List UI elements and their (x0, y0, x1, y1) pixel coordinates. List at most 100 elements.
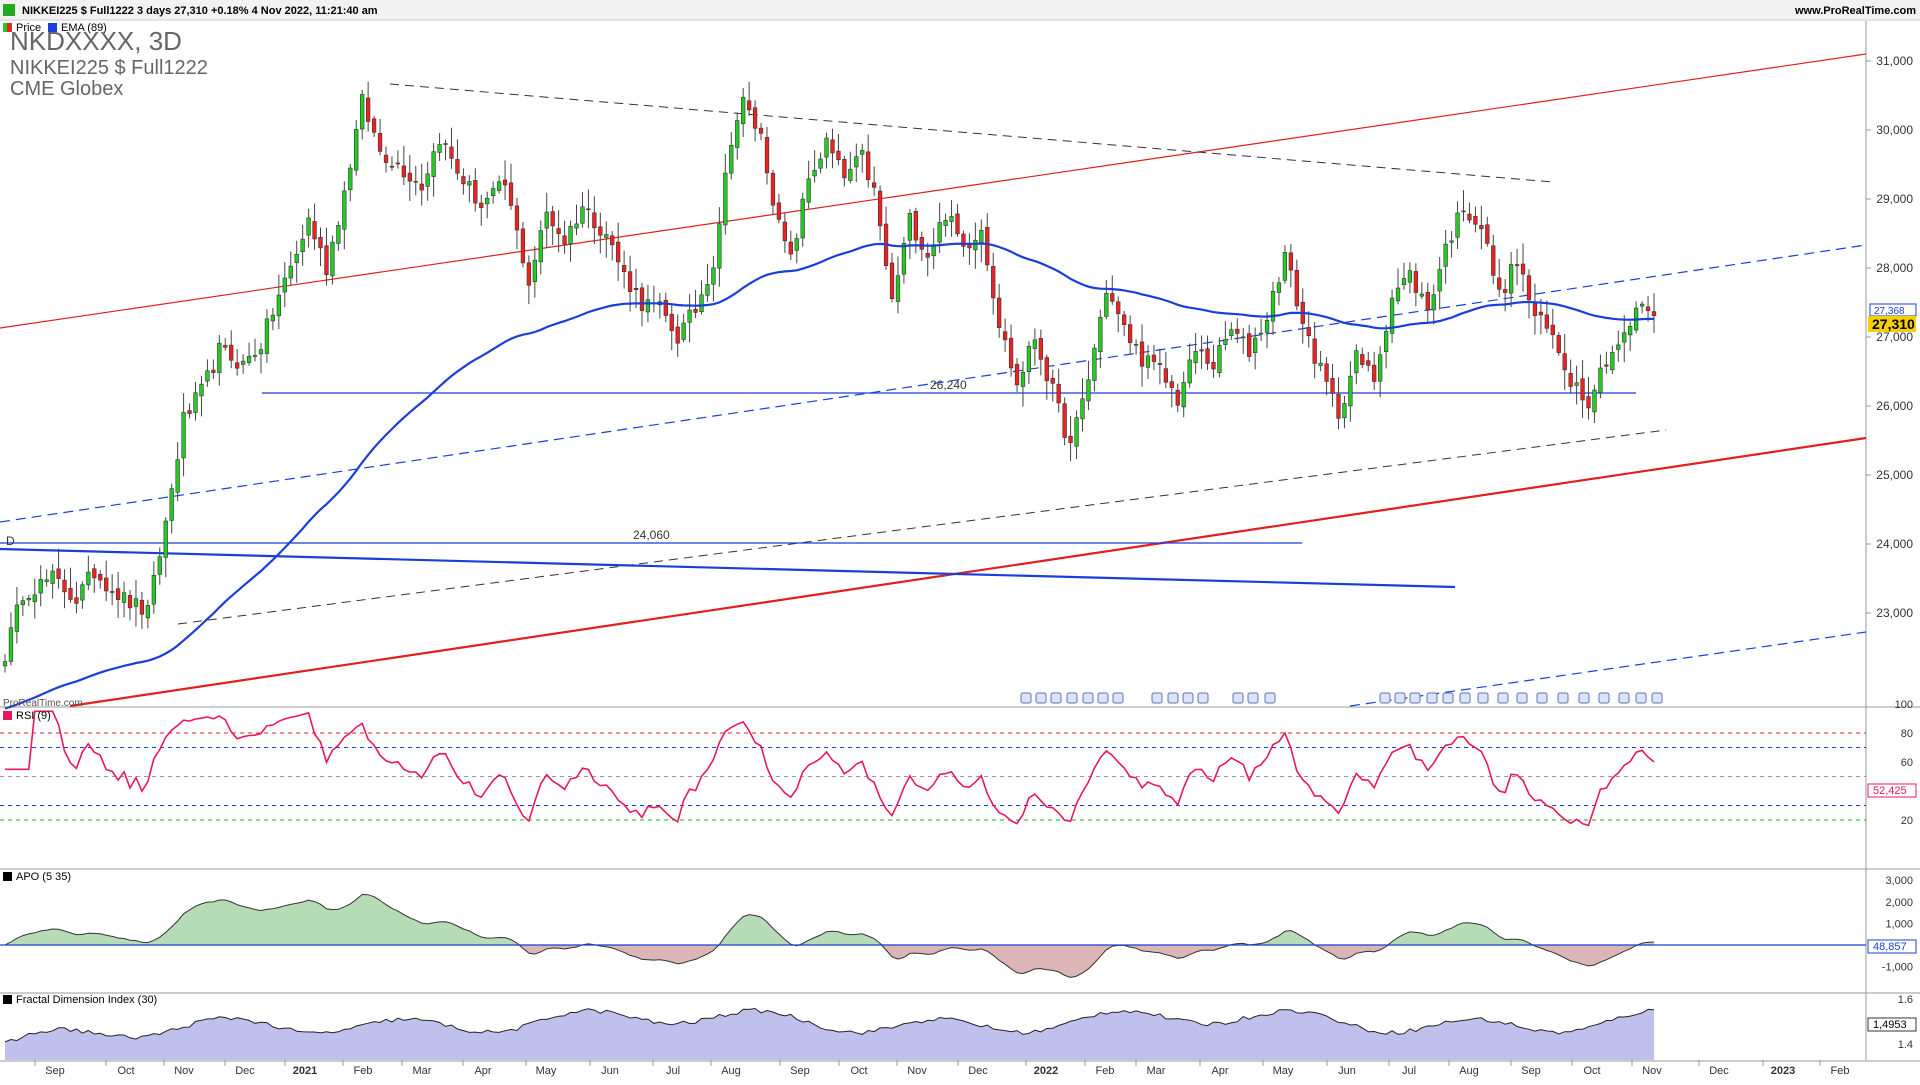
candle-down (520, 228, 526, 264)
candle-down (1050, 377, 1055, 384)
price-tick-label: 31,000 (1876, 54, 1913, 68)
watermark: ProRealTime.com (3, 698, 83, 709)
candle-down (1294, 269, 1299, 307)
candle-down (752, 107, 758, 129)
candle-up (568, 226, 573, 245)
candle-down (419, 183, 424, 191)
candle-up (1389, 297, 1395, 334)
candle-up (1092, 347, 1097, 381)
candle-up (1354, 350, 1359, 374)
candle-down (110, 591, 115, 593)
time-tick-label: Nov (907, 1065, 927, 1077)
candle-up (848, 168, 853, 181)
website-link[interactable]: www.ProRealTime.com (1794, 5, 1916, 17)
rsi-legend: RSI (9) (16, 710, 51, 722)
candle-up (800, 198, 805, 239)
candle-up (306, 217, 311, 236)
black-dashed-resistance-line (389, 83, 1554, 183)
event-calendar-icon (1477, 692, 1489, 704)
candle-down (919, 236, 924, 250)
candle-up (1419, 293, 1424, 297)
candle-up (425, 173, 430, 187)
candle-down (1497, 277, 1502, 290)
price-tick-label: 23,000 (1876, 606, 1913, 620)
candle-up (1223, 339, 1228, 345)
candle-up (354, 129, 359, 171)
event-calendar-icon (1197, 692, 1209, 704)
candle-up (1104, 293, 1109, 317)
candle-up (1193, 351, 1198, 364)
candle-down (1651, 311, 1657, 316)
candle-up (121, 592, 127, 603)
candle-up (943, 220, 948, 226)
candle-down (764, 137, 770, 174)
candle-down (514, 205, 520, 231)
apo-positive-area (5, 894, 1654, 945)
apo-value-badge: 48,857 (1873, 941, 1907, 953)
event-calendar-icon (1516, 692, 1528, 704)
candle-down (526, 262, 532, 286)
candle-down (1056, 383, 1061, 404)
candle-down (1526, 275, 1532, 301)
candle-down (663, 299, 668, 316)
apo-area (0, 893, 1866, 979)
candle-up (26, 598, 31, 601)
candle-up (538, 230, 543, 263)
candle-up (496, 181, 502, 191)
time-tick-label: Jun (1338, 1065, 1356, 1077)
candle-up (818, 158, 823, 169)
candle-down (455, 159, 460, 174)
window-title: NIKKEI225 $ Full1222 3 days 27,310 +0.18… (22, 5, 378, 17)
rsi-tick-label: 100 (1895, 699, 1913, 711)
event-calendar-icon (1394, 692, 1406, 704)
event-calendar-icon (1598, 692, 1610, 704)
candle-down (56, 568, 61, 579)
event-calendar-icon (1035, 692, 1047, 704)
black-dashed-support-line (177, 429, 1667, 625)
candle-up (491, 188, 496, 196)
apo-line (4, 893, 1655, 979)
candle-down (842, 159, 847, 179)
event-icons[interactable] (1020, 692, 1663, 704)
candle-down (770, 172, 776, 206)
event-calendar-icon (1379, 692, 1391, 704)
candle-down (592, 212, 597, 229)
candle-down (955, 213, 960, 235)
candle-down (1467, 213, 1472, 221)
candle-down (556, 228, 561, 234)
candle-down (1562, 353, 1567, 371)
candle-down (1586, 396, 1591, 409)
event-calendar-icon (1082, 692, 1094, 704)
rsi-legend-icon (3, 711, 12, 720)
time-tick-label: Dec (235, 1065, 255, 1077)
candle-down (1110, 293, 1115, 302)
price-tick-label: 26,000 (1876, 399, 1913, 413)
candle-up (1026, 345, 1032, 372)
candle-up (1598, 367, 1603, 394)
candle-up (217, 342, 222, 373)
candle-down (586, 208, 591, 211)
candle-up (1181, 382, 1186, 408)
time-tick-label: Dec (968, 1065, 988, 1077)
candle-up (1616, 344, 1621, 350)
candle-down (1473, 215, 1478, 225)
candle-down (371, 118, 377, 133)
candle-up (44, 579, 49, 582)
candle-down (115, 588, 121, 600)
candle-up (901, 243, 907, 275)
candle-down (1645, 306, 1651, 311)
lower-red-trend-line (69, 436, 1867, 708)
candle-up (157, 556, 162, 575)
candle-down (383, 154, 389, 163)
instrument-icon (3, 4, 15, 16)
apo-negative-area (5, 945, 1654, 978)
candle-up (336, 225, 341, 244)
candle-down (675, 326, 680, 344)
time-tick-label: May (536, 1065, 557, 1077)
candle-up (181, 412, 186, 459)
price-tick-label: 25,000 (1876, 468, 1913, 482)
event-calendar-icon (1066, 692, 1078, 704)
candle-up (723, 172, 728, 226)
candle-down (877, 190, 883, 227)
